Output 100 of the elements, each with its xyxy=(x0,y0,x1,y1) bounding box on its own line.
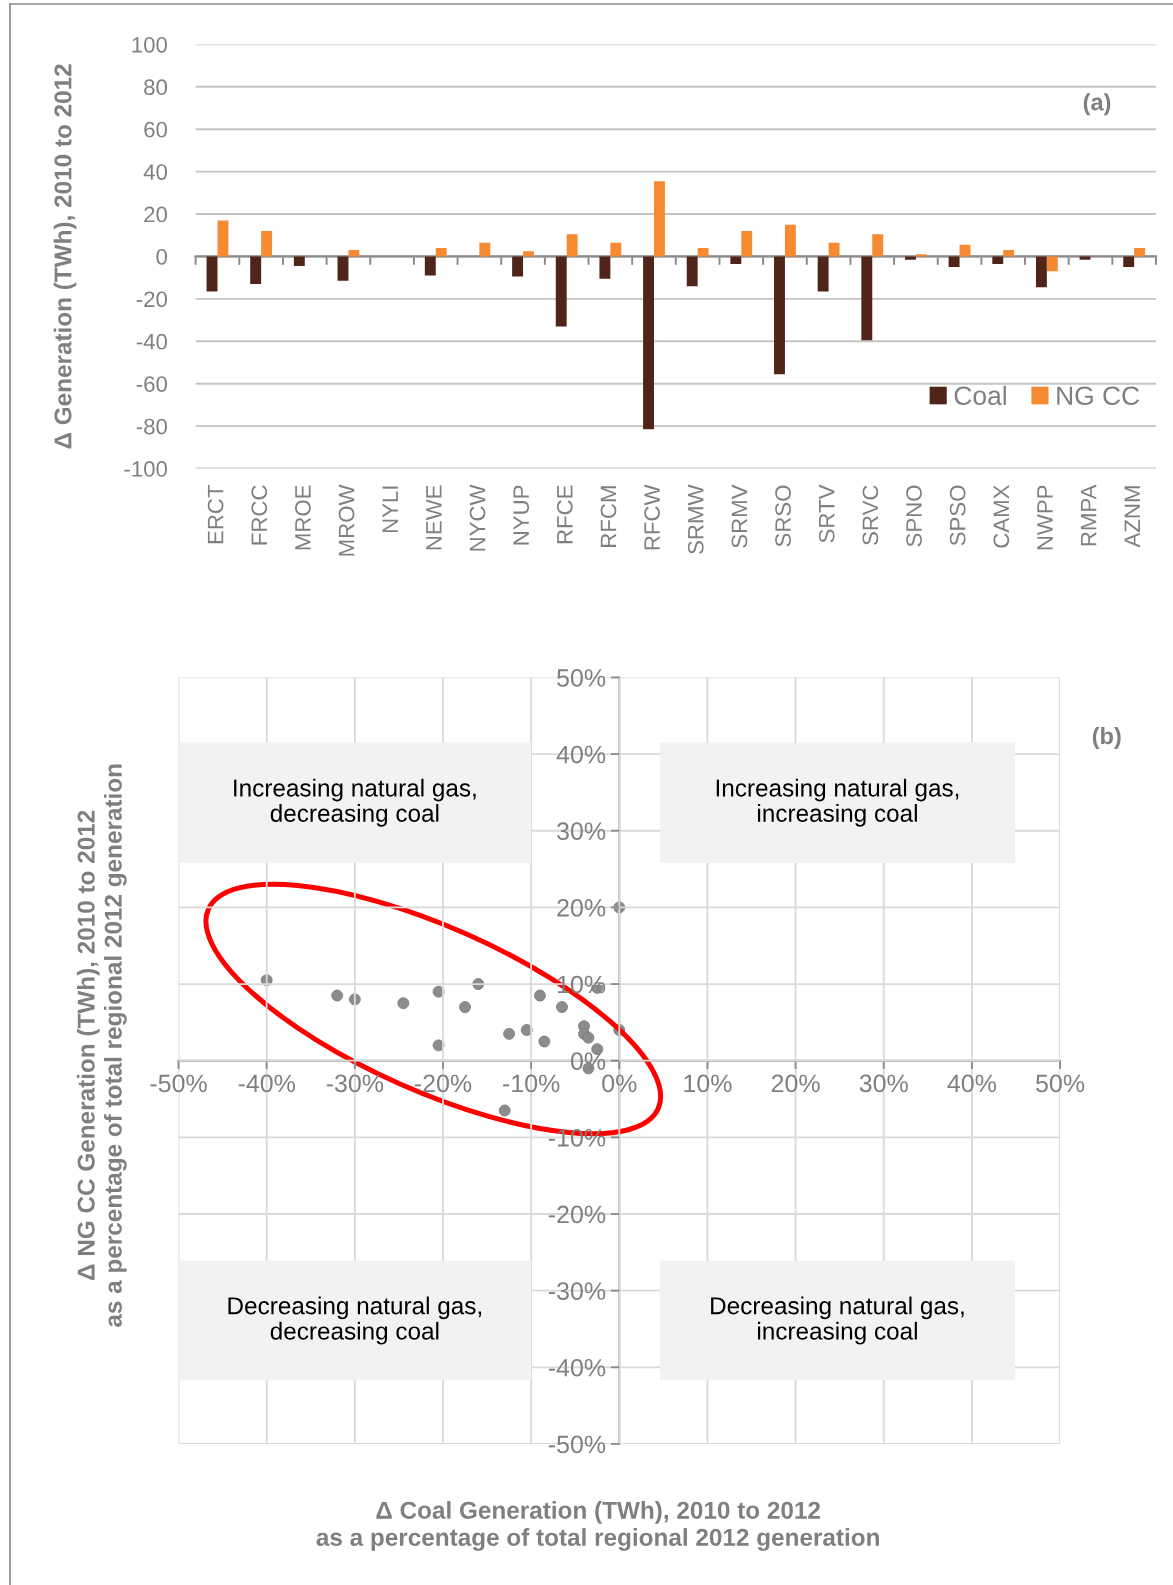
bar xyxy=(1079,256,1091,260)
x-tick-label: RFCW xyxy=(644,484,660,550)
bar xyxy=(479,242,491,257)
bar xyxy=(817,256,829,292)
y-tick-label: -80 xyxy=(136,418,168,435)
bar xyxy=(512,256,524,277)
x-tick-label: -10% xyxy=(503,1074,560,1093)
bar xyxy=(523,251,534,257)
y-tick-label: -30% xyxy=(548,1282,606,1300)
y-tick-label: -20% xyxy=(548,1205,606,1224)
bar xyxy=(217,220,229,257)
bar xyxy=(566,234,578,257)
annotation: Increasing natural gas, increasing coal xyxy=(716,778,959,827)
x-tick-label: SRVC xyxy=(862,485,879,545)
text: (a) xyxy=(1083,93,1111,116)
x-tick-label: NEWE xyxy=(426,485,442,550)
y-tick-label: 40% xyxy=(556,745,606,764)
x-tick-label: NWPP xyxy=(1037,485,1053,550)
bar xyxy=(1123,256,1135,268)
y-tick-label: 20% xyxy=(557,898,606,917)
legend-label: NG CC xyxy=(1057,386,1140,406)
x-tick-label: 40% xyxy=(947,1074,997,1093)
y-tick-label: -40 xyxy=(136,333,168,350)
bar xyxy=(643,256,654,430)
bar xyxy=(250,256,262,285)
bar xyxy=(730,256,742,264)
x-tick-label: NYCW xyxy=(469,484,486,551)
x-axis-title: Δ Coal Generation (TWh), 2010 to 2012 as a percentage of total regional 2012 generation xyxy=(316,1501,879,1551)
bar xyxy=(337,256,349,281)
x-tick-label: RFCM xyxy=(600,486,617,547)
x-tick-label: -20% xyxy=(414,1074,472,1093)
y-tick-label: 0 xyxy=(156,248,168,265)
bar xyxy=(293,256,305,266)
x-tick-label: -30% xyxy=(326,1074,384,1093)
annotation: Decreasing natural gas, decreasing coal xyxy=(228,1296,482,1345)
bar xyxy=(555,256,567,327)
bar xyxy=(206,256,218,292)
bar xyxy=(1035,256,1047,288)
bar xyxy=(1003,250,1015,257)
x-tick-label: NYLI xyxy=(382,486,398,533)
bar xyxy=(904,256,916,260)
x-tick-label: 30% xyxy=(859,1074,908,1093)
bar xyxy=(992,256,1004,264)
x-tick-label: NYUP xyxy=(513,485,530,545)
legend-label: Coal xyxy=(954,385,1006,406)
x-tick-label: 0% xyxy=(602,1074,637,1093)
y-tick-label: 50% xyxy=(557,669,606,687)
x-tick-label: CAMX xyxy=(993,485,1010,548)
x-tick-label: MROW xyxy=(338,484,355,556)
x-tick-label: ERCT xyxy=(207,485,224,544)
bar xyxy=(435,247,447,257)
annotation: Decreasing natural gas, increasing coal xyxy=(711,1296,964,1345)
bar xyxy=(948,256,960,268)
y-tick-label: 30% xyxy=(557,822,606,841)
x-tick-label: SRMV xyxy=(731,484,748,548)
bar xyxy=(654,181,665,257)
y-tick-label: 100 xyxy=(132,36,168,53)
bar xyxy=(686,256,698,287)
bar xyxy=(348,250,360,257)
text: (b) xyxy=(1092,726,1121,749)
bar xyxy=(1046,256,1058,272)
bar xyxy=(828,242,840,257)
x-tick-label: MROE xyxy=(295,485,311,550)
x-tick-label: 20% xyxy=(771,1074,820,1093)
x-tick-label: 50% xyxy=(1036,1074,1085,1093)
bar xyxy=(872,234,884,257)
x-tick-label: RFCE xyxy=(556,485,573,544)
bar xyxy=(915,254,927,257)
x-tick-label: SPNO xyxy=(906,485,922,547)
x-tick-label: SRMW xyxy=(687,484,704,554)
y-tick-label: -50% xyxy=(548,1435,606,1454)
x-tick-label: -40% xyxy=(238,1074,295,1093)
x-tick-label: RMPA xyxy=(1080,484,1097,546)
y-axis-title: Δ Generation (TWh), 2010 to 2012 xyxy=(53,64,77,449)
bar xyxy=(261,231,273,257)
y-tick-label: -100 xyxy=(124,461,168,477)
y-tick-label: 40 xyxy=(143,164,168,180)
y-axis-title: Δ NG CC Generation (TWh), 2010 to 2012 as a percentage of total regional 2012 generation xyxy=(76,764,127,1327)
x-tick-label: SPSO xyxy=(949,485,966,546)
annotation: Increasing natural gas, decreasing coal xyxy=(234,778,476,827)
bar xyxy=(741,231,753,257)
bar xyxy=(424,256,436,276)
y-tick-label: 60 xyxy=(144,121,168,138)
y-tick-label: -40% xyxy=(548,1358,606,1377)
y-tick-label: 0% xyxy=(570,1052,606,1070)
bar xyxy=(784,224,796,257)
y-tick-label: -60 xyxy=(136,376,168,392)
x-tick-label: SRSO xyxy=(775,485,791,547)
x-tick-label: 10% xyxy=(684,1074,732,1093)
x-tick-label: SRTV xyxy=(818,484,835,543)
bar xyxy=(774,256,785,375)
bar xyxy=(1134,247,1146,257)
bar xyxy=(697,247,709,257)
bar xyxy=(599,256,611,279)
y-tick-label: 80 xyxy=(144,79,168,96)
x-tick-label: FRCC xyxy=(251,485,268,545)
x-tick-label: AZNM xyxy=(1124,486,1140,548)
y-tick-label: -20 xyxy=(136,291,168,308)
bar xyxy=(610,242,622,257)
y-tick-label: 20 xyxy=(144,206,168,223)
